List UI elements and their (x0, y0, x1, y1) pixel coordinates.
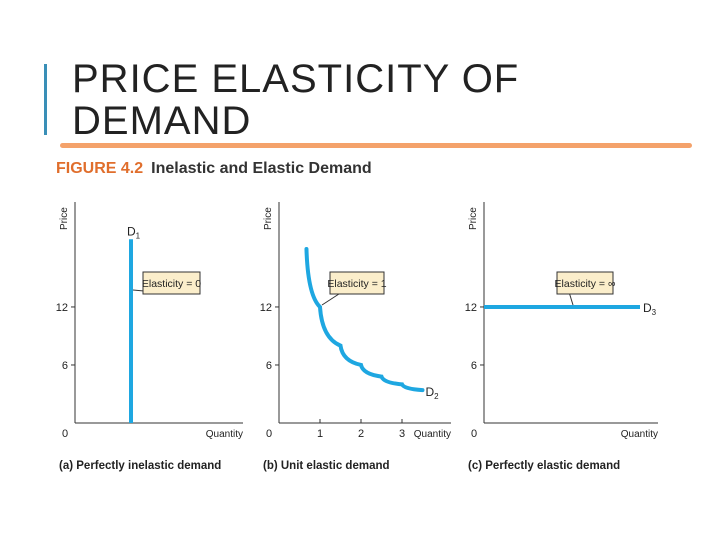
annotation-box (556, 271, 614, 295)
y-tick-label: 6 (266, 360, 272, 372)
annotation-box (142, 271, 201, 295)
origin-label: 0 (62, 428, 68, 440)
panel-label: (c) Perfectly elastic demand (468, 460, 620, 472)
page-title: PRICE ELASTICITY OF DEMAND (72, 57, 520, 143)
figure-number: FIGURE 4.2 (56, 160, 144, 177)
y-axis-label: Price (468, 207, 479, 230)
panel-label: (b) Unit elastic demand (263, 460, 390, 472)
annotation-box (329, 271, 385, 295)
title-underline (60, 143, 692, 148)
x-tick-label: 2 (358, 428, 364, 440)
x-axis-label: Quantity (414, 429, 451, 440)
x-axis-label: Quantity (621, 429, 658, 440)
annotation-text: Elasticity = 1 (327, 278, 386, 290)
origin-label: 0 (471, 428, 477, 440)
demand-curve (304, 246, 425, 393)
title-accent-bar (44, 64, 47, 135)
origin-label: 0 (266, 428, 272, 440)
y-tick-label: 6 (471, 360, 477, 372)
series-label: D2 (426, 385, 440, 401)
annotation-text: Elasticity = 0 (142, 278, 201, 290)
y-axis-label: Price (263, 207, 274, 230)
y-tick-label: 6 (62, 360, 68, 372)
figure-heading: FIGURE 4.2 Inelastic and Elastic Demand (56, 160, 372, 178)
figure-caption: Inelastic and Elastic Demand (151, 160, 372, 177)
y-tick-label: 12 (56, 302, 68, 314)
series-label: D1 (127, 224, 141, 240)
annotation-text: Elasticity = ∞ (555, 278, 616, 290)
panel-label: (a) Perfectly inelastic demand (59, 460, 221, 472)
x-tick-label: 3 (399, 428, 405, 440)
y-tick-label: 12 (260, 302, 272, 314)
x-tick-label: 1 (317, 428, 323, 440)
series-label: D3 (643, 301, 657, 317)
y-tick-label: 12 (465, 302, 477, 314)
x-axis-label: Quantity (206, 429, 243, 440)
y-axis-label: Price (59, 207, 70, 230)
